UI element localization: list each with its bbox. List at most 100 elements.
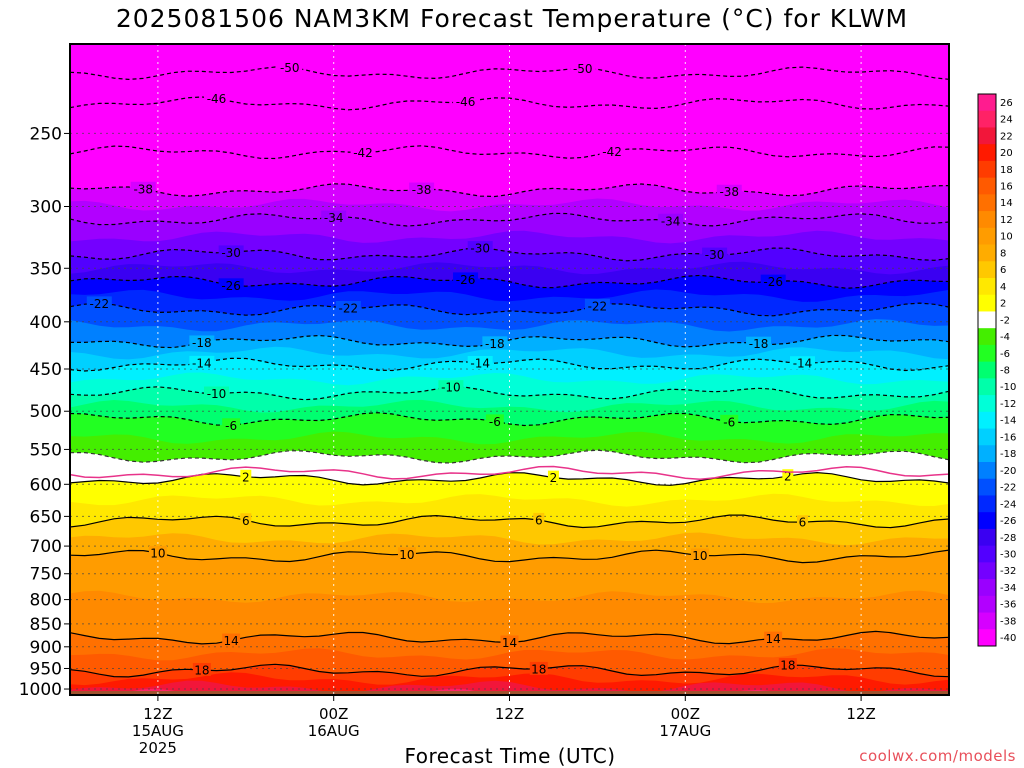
isotherm-line — [70, 663, 949, 678]
isotherm-label-bg — [482, 336, 508, 350]
isotherm-label: 2 — [242, 470, 250, 484]
isotherm-label-bg — [533, 512, 545, 526]
colorbar-swatch — [978, 127, 996, 145]
colorbar-label: -14 — [1000, 416, 1016, 427]
isotherm-label: -22 — [588, 299, 608, 313]
isotherm-label-bg — [720, 414, 739, 428]
isotherm-label: 18 — [194, 663, 209, 677]
y-tick-label: 250 — [30, 124, 62, 144]
isotherm-label-bg — [570, 61, 596, 75]
isotherm-label: -38 — [719, 185, 739, 199]
colorbar-swatch — [978, 478, 996, 496]
isotherm-label-bg — [782, 469, 794, 483]
isotherm-label: -38 — [133, 182, 153, 196]
colorbar-swatch — [978, 278, 996, 296]
isotherm-label-bg — [690, 548, 709, 562]
colorbar-label: -6 — [1000, 349, 1010, 360]
isotherm-label-bg — [790, 356, 815, 370]
isotherm-label: -34 — [661, 214, 681, 228]
isotherm-label: -50 — [280, 61, 300, 75]
isotherm-label: 6 — [799, 516, 807, 530]
isotherm-label: -46 — [456, 95, 476, 109]
isotherm-line — [70, 212, 949, 227]
colorbar-label: 4 — [1000, 282, 1006, 293]
isotherm-label-bg — [778, 658, 797, 672]
isotherm-label: -14 — [470, 356, 490, 370]
isotherm-label: -6 — [723, 415, 735, 429]
colorbar-swatch — [978, 328, 996, 346]
colorbar-swatch — [978, 528, 996, 547]
y-tick-label: 900 — [30, 638, 62, 658]
isotherm-label: -6 — [225, 419, 237, 433]
isotherm-label-bg — [240, 469, 252, 483]
isotherm-label-bg — [764, 631, 783, 645]
isotherm-label: -26 — [456, 273, 476, 287]
freezing-level-line — [70, 465, 949, 480]
isotherm-label-bg — [397, 547, 416, 561]
x-tick-label: 16AUG — [308, 722, 360, 740]
isotherm-label-bg — [148, 545, 167, 559]
colorbar-label: 18 — [1000, 165, 1013, 176]
colorbar-swatch — [978, 160, 996, 179]
colorbar-label: -28 — [1000, 533, 1016, 544]
isotherm-label-bg — [350, 145, 376, 159]
isotherm-label-bg — [335, 300, 361, 314]
isotherm-label-bg — [467, 241, 493, 255]
colorbar-label: -4 — [1000, 332, 1010, 343]
colorbar-swatch — [978, 177, 996, 195]
colorbar-swatch — [978, 595, 996, 614]
y-tick-label: 800 — [30, 591, 62, 611]
isotherm-label-bg — [204, 386, 229, 400]
isotherm-line — [70, 334, 949, 349]
isotherm-label: 6 — [535, 513, 543, 527]
isotherm-label: -18 — [192, 336, 212, 350]
isotherm-label-bg — [658, 213, 684, 227]
isotherm-label: 14 — [766, 632, 781, 646]
isotherm-label-bg — [485, 414, 504, 428]
colorbar-swatch — [978, 94, 996, 112]
colorbar-label: -10 — [1000, 382, 1016, 393]
x-tick-label: 17AUG — [659, 722, 711, 740]
isotherm-label: -10 — [441, 381, 461, 395]
y-tick-label: 500 — [30, 402, 62, 422]
isotherm-label-bg — [529, 661, 548, 675]
colorbar-label: -32 — [1000, 566, 1016, 577]
colorbar-swatch — [978, 244, 996, 262]
isotherm-label-bg — [438, 380, 464, 394]
x-axis-label: Forecast Time (UTC) — [404, 744, 616, 768]
isotherm-line — [70, 274, 949, 289]
colorbar-label: 24 — [1000, 115, 1013, 126]
credit-link[interactable]: coolwx.com/models — [859, 747, 1016, 765]
isotherm-label: -18 — [749, 337, 769, 351]
isotherm-label-bg — [240, 513, 252, 527]
isotherm-line — [70, 183, 949, 198]
isotherm-label: 14 — [502, 636, 517, 650]
colorbar-label: 6 — [1000, 265, 1006, 276]
x-tick-label: 12Z — [846, 705, 875, 723]
isotherm-label-bg — [702, 247, 728, 261]
isotherm-label: -18 — [485, 337, 505, 351]
isotherm-label-bg — [222, 633, 241, 647]
isotherm-line — [70, 247, 949, 262]
colorbar-label: 2 — [1000, 299, 1006, 310]
y-tick-label: 700 — [30, 537, 62, 557]
y-tick-label: 650 — [30, 507, 62, 527]
isotherm-label-bg — [453, 94, 479, 108]
y-tick-label: 550 — [30, 440, 62, 460]
colorbar-swatch — [978, 227, 996, 246]
colorbar-swatch — [978, 261, 996, 279]
colorbar-swatch — [978, 294, 996, 312]
colorbar-swatch — [978, 344, 996, 363]
isotherm-label: -46 — [207, 92, 227, 106]
isotherm-label: 14 — [224, 634, 239, 648]
isotherm-line — [70, 412, 949, 427]
isotherm-label: -30 — [221, 246, 241, 260]
isotherm-label: -22 — [89, 297, 109, 311]
colorbar-swatch — [978, 361, 996, 379]
isotherm-label-bg — [716, 184, 742, 198]
colorbar-label: 10 — [1000, 232, 1013, 243]
isotherm-label: -14 — [192, 356, 212, 370]
isotherm-line — [70, 145, 949, 160]
isotherm-label-bg — [409, 182, 435, 196]
colorbar-label: -38 — [1000, 616, 1016, 627]
